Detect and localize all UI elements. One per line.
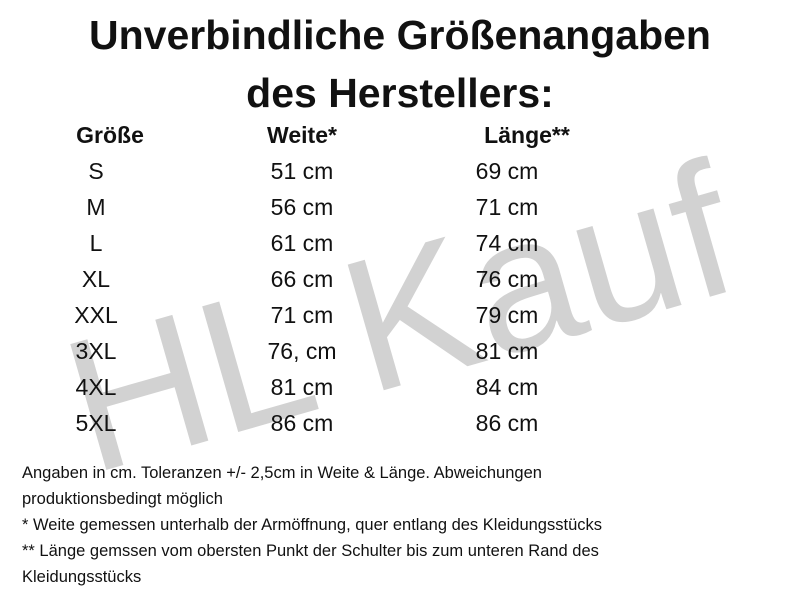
footnote: ** Länge gemssen vom obersten Punkt der … [22, 542, 599, 560]
table-cell: 71 cm [475, 194, 539, 220]
table-cell: 74 cm [475, 230, 539, 256]
table-cell: 84 cm [475, 374, 539, 400]
footnote: * Weite gemessen unterhalb der Armöffnun… [22, 516, 602, 534]
table-cell: S [88, 158, 104, 184]
table-cell: XL [81, 266, 111, 292]
table-cell: 61 cm [270, 230, 334, 256]
table-cell: 3XL [75, 338, 117, 364]
table-cell: 5XL [75, 410, 117, 436]
table-cell: 51 cm [270, 158, 334, 184]
table-cell: 56 cm [270, 194, 334, 220]
table-cell: 81 cm [475, 338, 539, 364]
table-cell: 4XL [75, 374, 117, 400]
footnote: Kleidungsstücks [22, 568, 142, 586]
column-header: Weite* [267, 122, 337, 148]
title-line: Unverbindliche Größenangaben [89, 12, 711, 58]
table-cell: 81 cm [270, 374, 334, 400]
column-header: Größe [76, 122, 144, 148]
footnote: produktionsbedingt möglich [22, 490, 223, 508]
footnote: Angaben in cm. Toleranzen +/- 2,5cm in W… [22, 464, 542, 482]
table-cell: 79 cm [475, 302, 539, 328]
table-cell: 76 cm [475, 266, 539, 292]
table-cell: 86 cm [475, 410, 539, 436]
title-line: des Herstellers: [246, 70, 554, 116]
table-cell: L [89, 230, 103, 256]
table-cell: 86 cm [270, 410, 334, 436]
table-cell: 69 cm [475, 158, 539, 184]
watermark: HL Kauf [44, 122, 756, 514]
table-cell: 71 cm [270, 302, 334, 328]
table-cell: XXL [74, 302, 118, 328]
column-header: Länge** [484, 122, 570, 148]
table-cell: 76, cm [267, 338, 337, 364]
table-cell: M [86, 194, 106, 220]
table-cell: 66 cm [270, 266, 334, 292]
